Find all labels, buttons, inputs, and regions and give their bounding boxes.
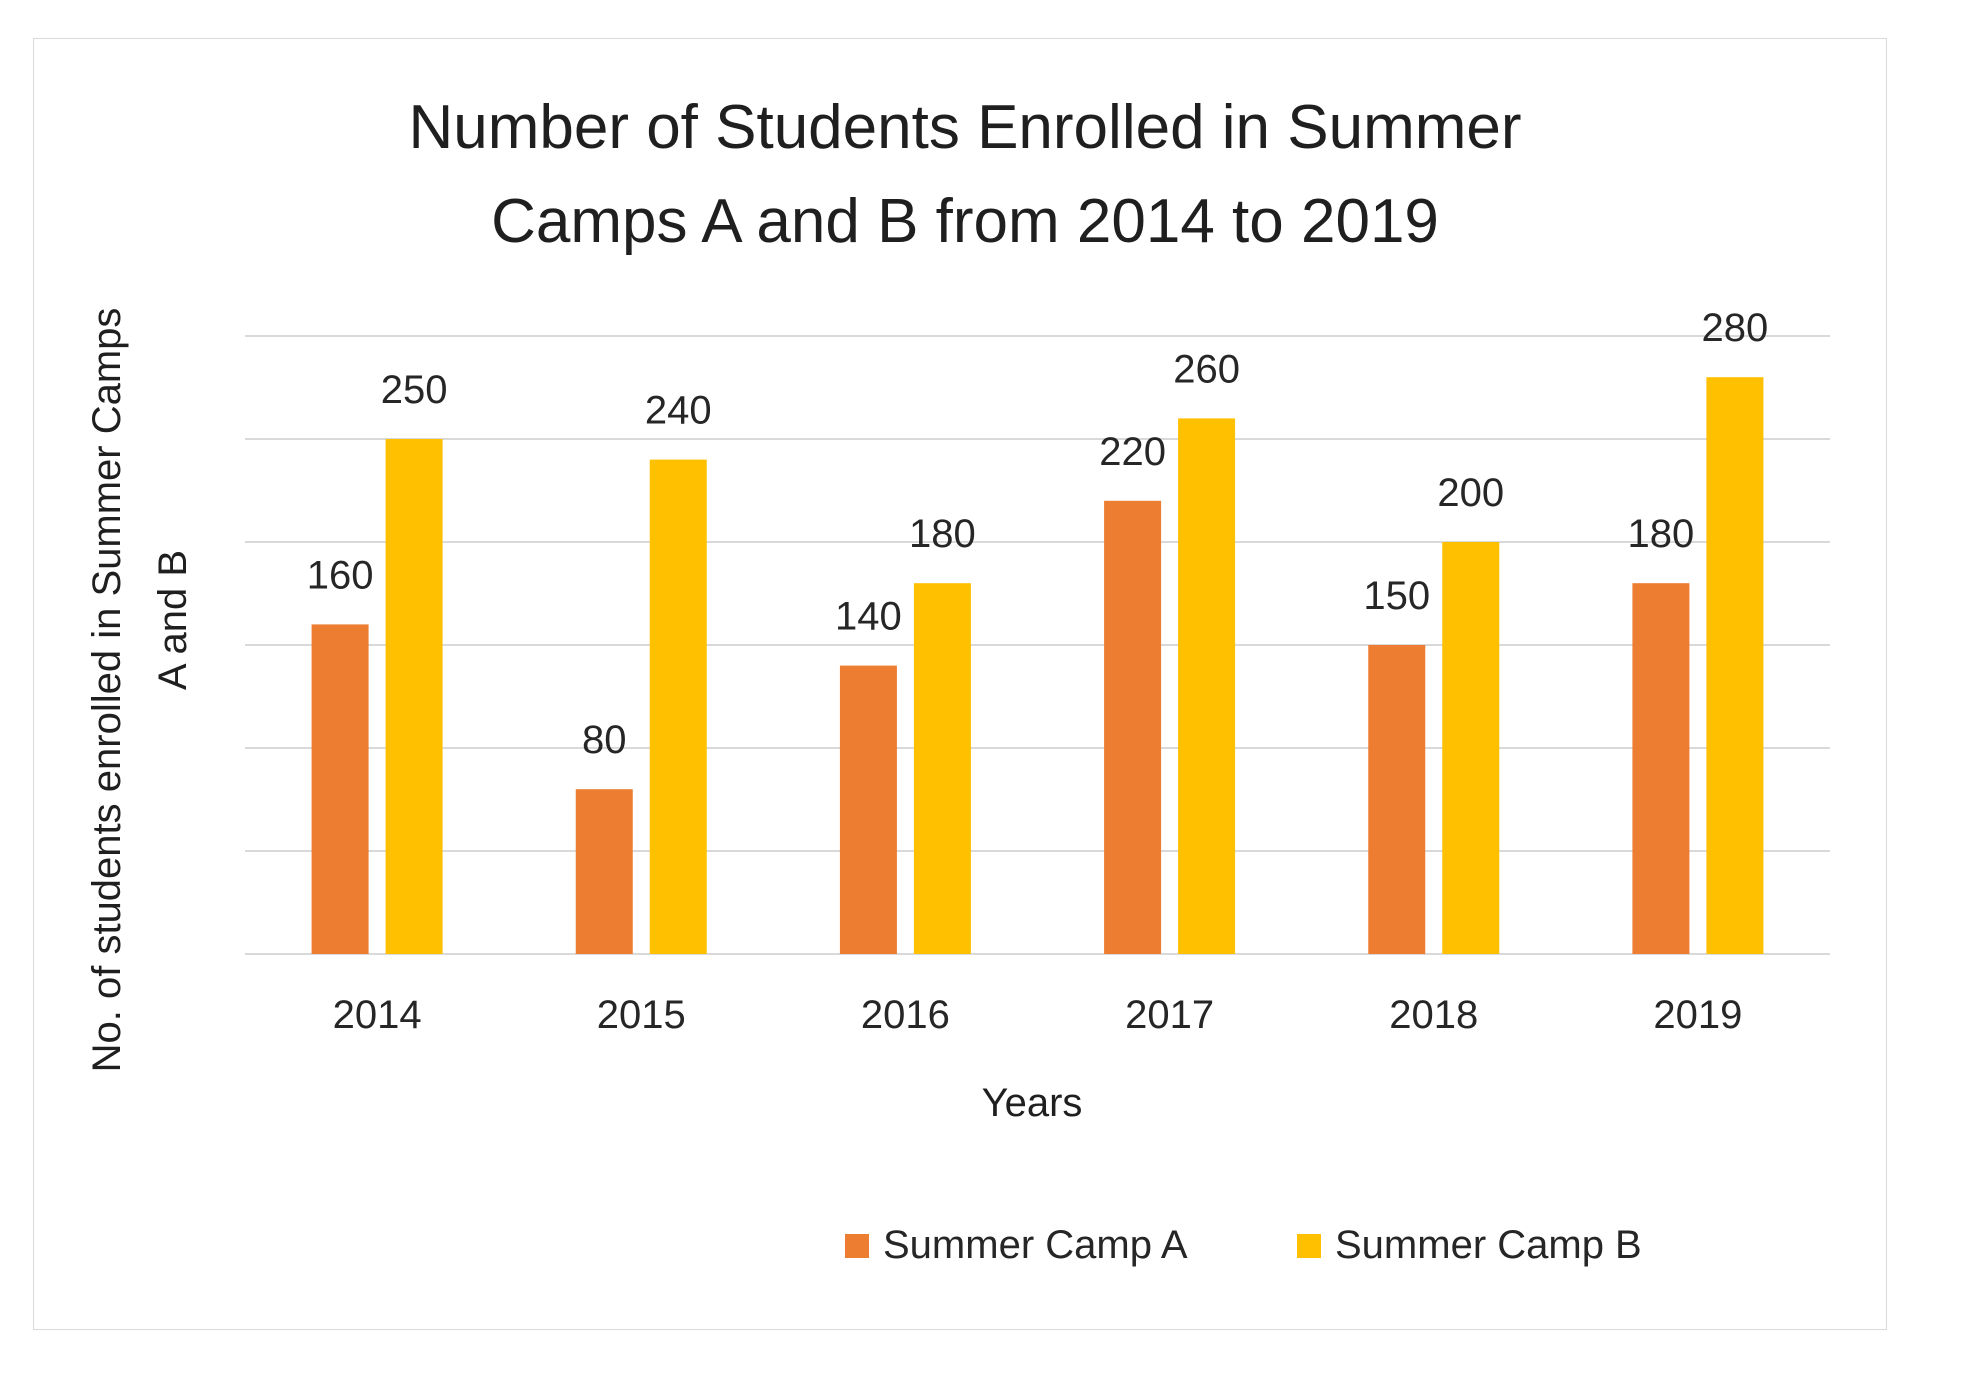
data-label-camp-a-2015: 80 [582,718,627,762]
x-tick-label-2019: 2019 [1653,993,1742,1037]
data-label-camp-a-2018: 150 [1363,574,1430,618]
bar-camp-b-2014 [385,439,443,954]
gridlines [245,335,1830,955]
legend-swatch-camp-b [1297,1234,1321,1258]
x-tick-label-2017: 2017 [1125,993,1214,1037]
bar-camp-a-2018 [1368,645,1426,954]
bar-camp-a-2016 [839,665,897,954]
data-label-camp-b-2019: 280 [1702,306,1769,350]
data-label-camp-b-2014: 250 [381,368,448,412]
data-label-camp-a-2017: 220 [1099,430,1166,474]
data-label-camp-a-2019: 180 [1628,512,1695,556]
bar-camp-a-2014 [311,624,369,954]
bar-camp-a-2015 [575,789,633,954]
legend-label-camp-a: Summer Camp A [883,1223,1188,1267]
chart-title-line-1: Number of Students Enrolled in Summer [408,93,1521,162]
legend-label-camp-b: Summer Camp B [1335,1223,1642,1267]
x-tick-label-2014: 2014 [333,993,422,1037]
data-label-camp-b-2015: 240 [645,389,712,433]
x-axis-ticks: 2014 2015 2016 2017 2018 2019 [333,993,1743,1037]
data-label-camp-b-2017: 260 [1173,347,1240,391]
bar-camp-a-2017 [1104,500,1162,954]
x-tick-label-2016: 2016 [861,993,950,1037]
legend-swatch-camp-a [845,1234,869,1258]
bars [311,377,1764,954]
x-tick-label-2018: 2018 [1389,993,1478,1037]
x-axis-title: Years [982,1081,1083,1125]
y-axis-title-line-2: A and B [151,550,195,690]
y-axis-title: No. of students enrolled in Summer Camps… [85,308,195,1073]
bar-camp-a-2019 [1632,583,1690,954]
data-label-camp-a-2014: 160 [307,553,374,597]
bar-camp-b-2019 [1706,377,1764,954]
x-tick-label-2015: 2015 [597,993,686,1037]
bar-camp-b-2015 [649,459,707,954]
data-label-camp-b-2018: 200 [1437,471,1504,515]
y-axis-title-line-1: No. of students enrolled in Summer Camps [85,308,129,1073]
data-label-camp-b-2016: 180 [909,512,976,556]
bar-camp-b-2017 [1178,418,1236,954]
bar-camp-b-2018 [1442,542,1500,954]
bar-camp-b-2016 [913,583,971,954]
data-label-camp-a-2016: 140 [835,595,902,639]
chart-title-line-2: Camps A and B from 2014 to 2019 [491,187,1439,256]
legend: Summer Camp A Summer Camp B [845,1223,1642,1267]
